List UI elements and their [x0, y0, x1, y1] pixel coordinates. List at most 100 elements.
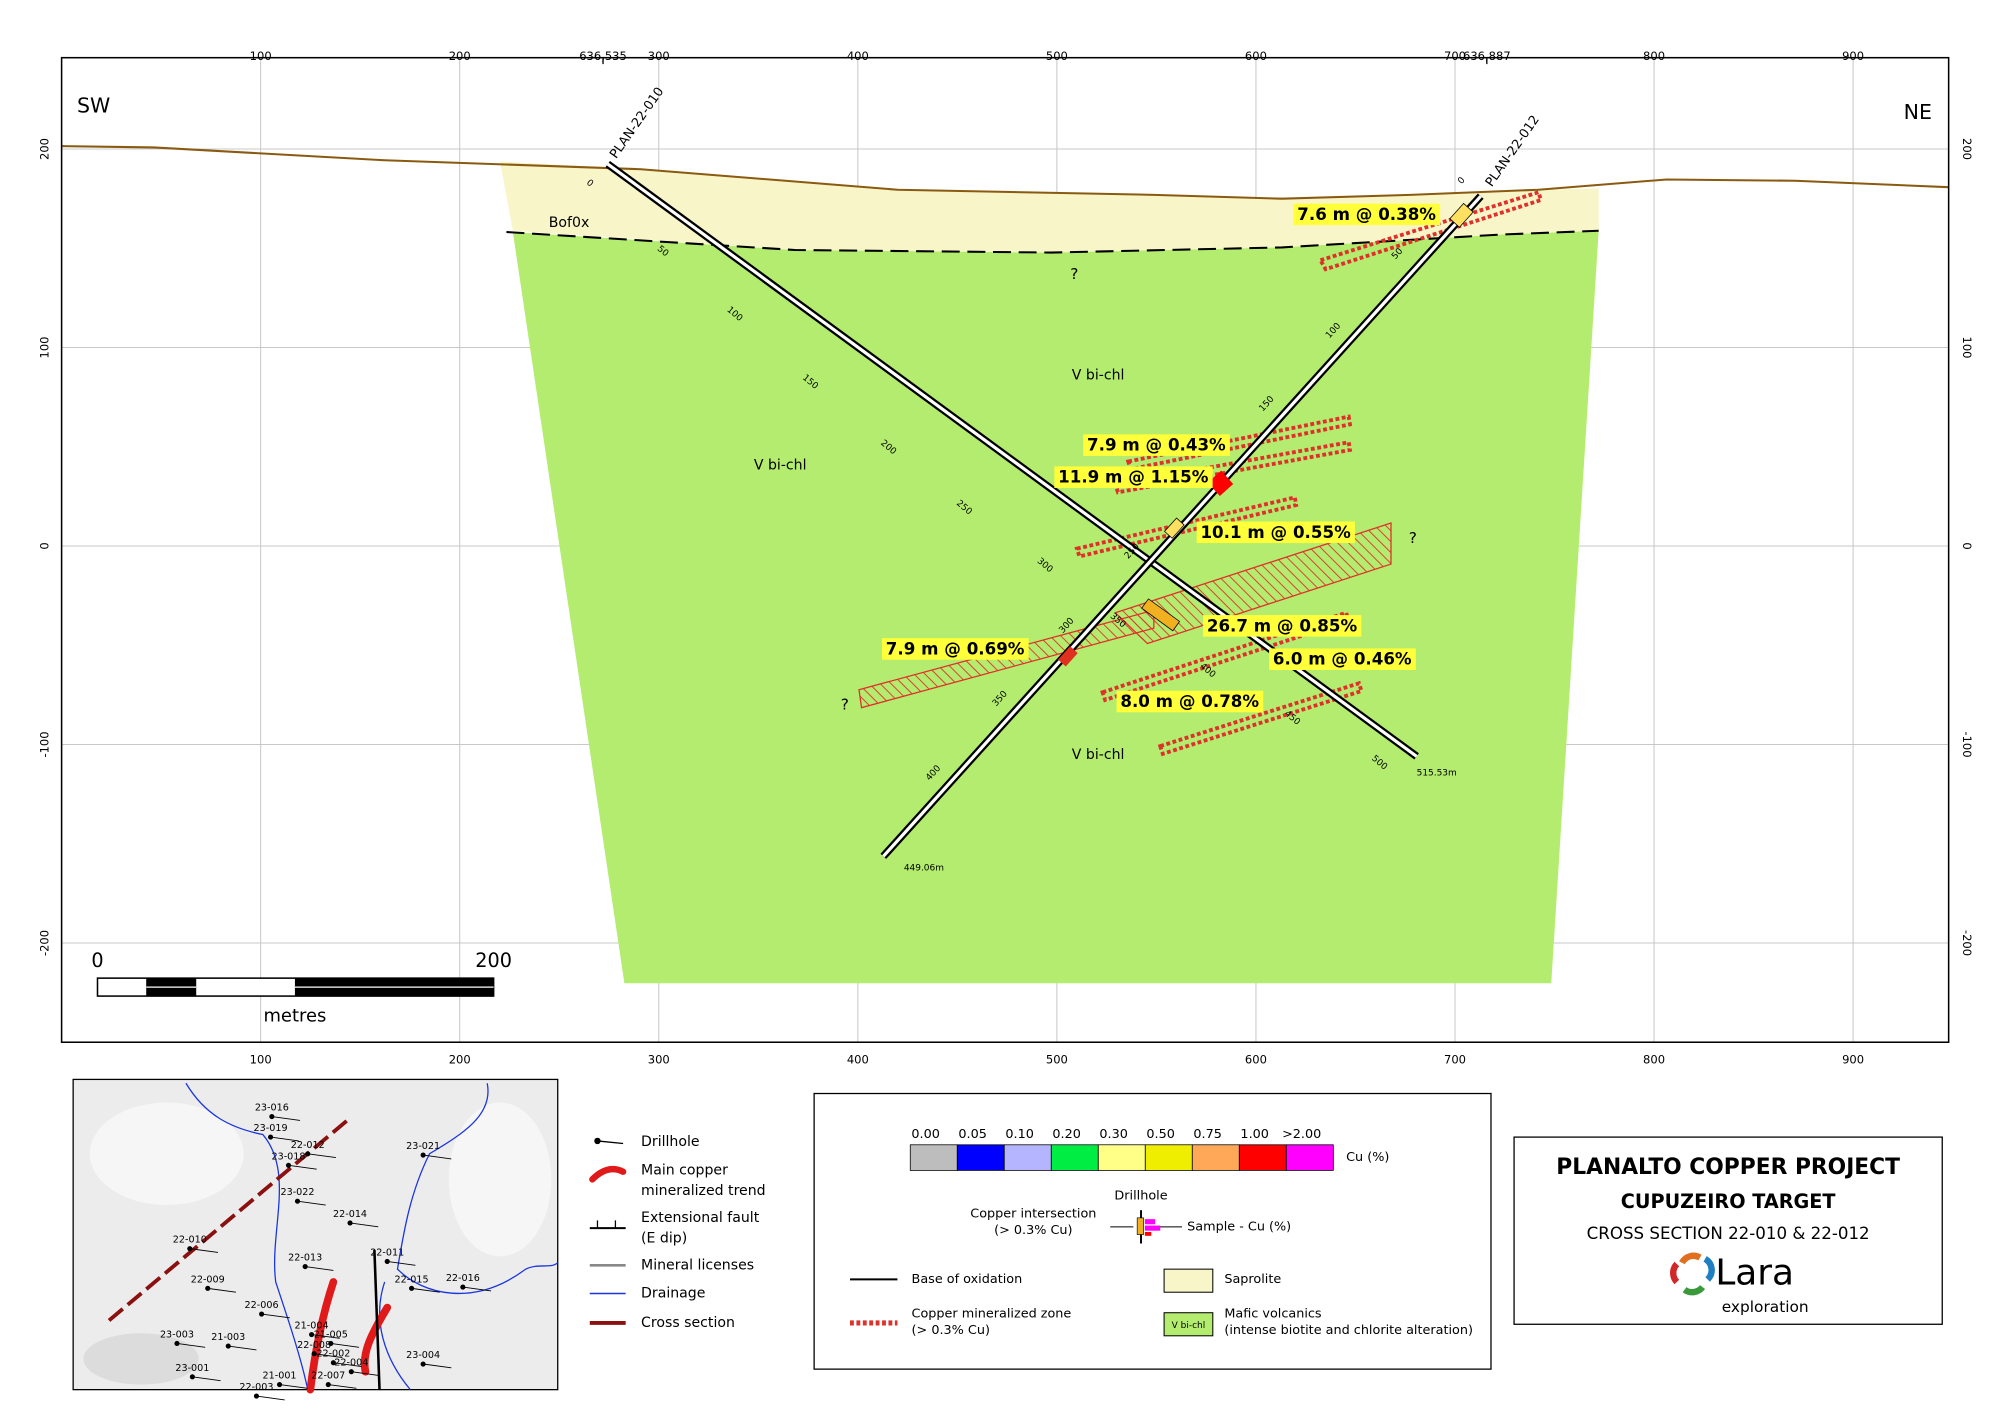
scale-label: 0 — [91, 949, 103, 972]
cu-scale-label: 0.20 — [1052, 1127, 1081, 1142]
inset-hole-label: 23-018 — [271, 1151, 305, 1162]
mafic-volcanics — [512, 230, 1599, 984]
legend-label: V bi-chl — [1172, 1321, 1206, 1331]
cu-scale-label: 1.00 — [1240, 1127, 1269, 1142]
inset-hole-label: 22-008 — [297, 1340, 331, 1351]
intercept: 8.0 m @ 0.78% — [1116, 690, 1264, 713]
x-tick-label: 700 — [1444, 1053, 1466, 1067]
subtitle: CUPUZEIRO TARGET — [1621, 1190, 1836, 1213]
x-tick-label: 600 — [1245, 49, 1267, 63]
inset-hole-trace — [189, 1248, 219, 1253]
x-tick-label: 900 — [1842, 49, 1864, 63]
legend-label: Copper intersection — [970, 1207, 1096, 1222]
intercept-label: 7.9 m @ 0.43% — [1087, 436, 1226, 455]
legend-label: Copper mineralized zone — [912, 1307, 1072, 1322]
inset-hole-trace — [333, 1362, 362, 1368]
inset-legend-label: Main copper — [641, 1162, 728, 1178]
x-tick-label: 600 — [1245, 1053, 1267, 1067]
inset-hole-trace — [305, 1266, 334, 1271]
drainage — [185, 1082, 309, 1390]
hole-end-depth: 515.53m — [1417, 769, 1457, 779]
inset-hole-label: 22-006 — [245, 1300, 279, 1311]
sample — [1163, 517, 1185, 539]
inset-hole-trace — [207, 1287, 237, 1293]
topography — [61, 145, 1949, 200]
inset-hole-trace — [330, 1343, 360, 1348]
x-tick-label: 400 — [847, 1053, 869, 1067]
inset-map — [72, 1078, 559, 1394]
inset-legend-label: (E dip) — [641, 1230, 687, 1246]
zone — [1125, 414, 1353, 472]
cu-scale-label: 0.30 — [1099, 1127, 1128, 1142]
symbol — [1163, 1268, 1214, 1293]
logo-mark — [1682, 1284, 1706, 1296]
direction-label: SW — [77, 93, 110, 117]
inset-hole-trace — [462, 1286, 492, 1292]
x-tick-label: 500 — [1046, 1053, 1068, 1067]
inset-hole-label: 22-014 — [333, 1209, 367, 1220]
y-tick-label: 200 — [1960, 138, 1974, 160]
intercept: 6.0 m @ 0.46% — [1269, 648, 1416, 670]
inset-legend-label: Drainage — [641, 1285, 705, 1301]
cu-color-swatch — [909, 1144, 958, 1171]
scale-unit: metres — [263, 1006, 326, 1027]
y-tick-label: 0 — [1960, 542, 1974, 549]
logo-mark — [1679, 1252, 1702, 1265]
inset-hole-label: 23-021 — [406, 1141, 440, 1152]
y-tick-label: 100 — [37, 337, 51, 359]
section-frame — [60, 56, 1950, 1044]
intercept-label: 10.1 m @ 0.55% — [1200, 523, 1351, 542]
inset-hole — [253, 1393, 260, 1399]
logo-mark — [1670, 1261, 1680, 1285]
logo-subtext: exploration — [1722, 1298, 1809, 1316]
inset-hole — [285, 1162, 292, 1168]
inset-hole-trace — [261, 1313, 290, 1319]
base-of-oxidation — [506, 229, 1599, 254]
inset-hole-label: 23-022 — [280, 1187, 314, 1198]
inset-hole-trace — [328, 1384, 357, 1389]
saprolite — [500, 161, 1599, 253]
legend-label: (intense biotite and chlorite alteration… — [1224, 1323, 1473, 1338]
inset-hole-trace — [387, 1261, 416, 1266]
inset-hole-trace — [279, 1384, 308, 1389]
y-tick-label: -100 — [1960, 731, 1974, 757]
legend: 0.00 0.05 0.10 0.20 0.30 0.50 0.75 1.00 >2.00 Cu … — [813, 1092, 1492, 1370]
cu-unit: Cu (%) — [1346, 1150, 1389, 1165]
inset-hole-label: 22-004 — [334, 1358, 368, 1369]
unit-label: V bi-chl — [1072, 368, 1125, 384]
section-name: CROSS SECTION 22-010 & 22-012 — [1587, 1224, 1870, 1243]
legend-frame — [813, 1092, 1492, 1370]
cu-scale-label: 0.50 — [1146, 1127, 1175, 1142]
intercept: 26.7 m @ 0.85% — [1203, 615, 1362, 637]
y-tick-label: 0 — [37, 542, 51, 549]
coordinate-label: 636,535 — [579, 49, 627, 63]
intercept-label: 7.6 m @ 0.38% — [1297, 205, 1436, 224]
intercept-background — [1054, 466, 1213, 488]
inset-hole-label: 22-003 — [239, 1382, 273, 1393]
intercept-label: 6.0 m @ 0.46% — [1273, 650, 1412, 669]
fault — [373, 1249, 381, 1390]
y-tick-label: 100 — [1960, 337, 1974, 359]
inset-hole — [268, 1134, 274, 1140]
inset-hole-label: 22-010 — [173, 1235, 207, 1246]
query-mark: ? — [841, 696, 849, 714]
symbol — [589, 1165, 627, 1183]
intercept: 7.6 m @ 0.38% — [1293, 203, 1441, 226]
x-tick-label: 900 — [1842, 1053, 1864, 1067]
inset-hole-label: 21-005 — [314, 1330, 348, 1341]
inset-hole-label: 22-013 — [288, 1253, 322, 1264]
inset-hole — [269, 1114, 275, 1120]
direction-label: NE — [1904, 100, 1932, 124]
inset-hole-label: 21-003 — [211, 1332, 245, 1343]
zone — [1074, 495, 1299, 559]
x-tick-label: 100 — [250, 1053, 272, 1067]
inset-hole — [302, 1264, 308, 1270]
drainage — [396, 1083, 559, 1295]
inset-hole-trace — [176, 1343, 206, 1348]
logo-text: Lara — [1715, 1252, 1794, 1293]
inset-legend-symbols — [589, 1137, 627, 1325]
legend-label: Saprolite — [1224, 1272, 1281, 1287]
title-block — [1513, 1136, 1943, 1325]
inset-hole-label: 23-001 — [175, 1363, 209, 1374]
drainage — [379, 1281, 411, 1391]
